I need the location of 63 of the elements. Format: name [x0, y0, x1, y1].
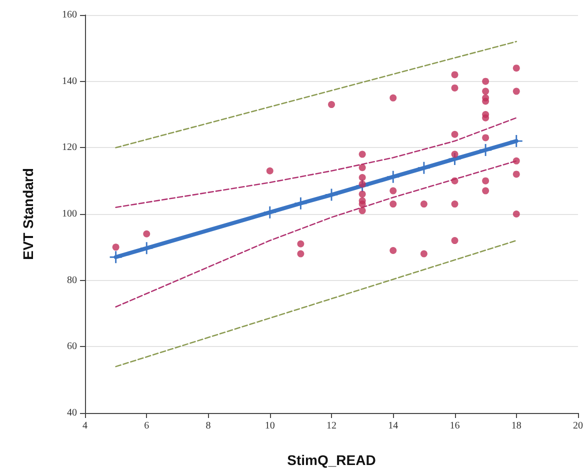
- x-tick-label: 4: [82, 420, 88, 432]
- x-tick-label: 10: [264, 420, 275, 432]
- point: [512, 157, 520, 164]
- point: [482, 98, 490, 105]
- point: [451, 71, 458, 78]
- point: [112, 244, 120, 251]
- point: [358, 150, 366, 158]
- line-series: [115, 117, 518, 208]
- point: [358, 200, 366, 208]
- point: [390, 246, 397, 254]
- point: [140, 242, 153, 254]
- point: [451, 200, 458, 208]
- point: [110, 251, 122, 264]
- point: [482, 177, 490, 184]
- point: [512, 170, 520, 178]
- x-tick-label: 20: [573, 420, 583, 432]
- x-tick-label: 12: [326, 420, 336, 432]
- point: [420, 250, 428, 258]
- point: [418, 162, 430, 174]
- point: [451, 237, 458, 244]
- point: [512, 88, 520, 95]
- point: [358, 190, 366, 198]
- point: [328, 101, 335, 108]
- point: [264, 206, 276, 218]
- point: [358, 164, 366, 172]
- y-tick-label: 100: [62, 208, 77, 220]
- point: [390, 200, 397, 208]
- point: [143, 230, 150, 238]
- point: [390, 94, 397, 102]
- point: [266, 167, 274, 174]
- point: [482, 134, 490, 142]
- y-tick-label: 140: [62, 76, 77, 87]
- point: [482, 78, 490, 85]
- point: [390, 187, 397, 194]
- point: [482, 88, 490, 95]
- point: [294, 197, 307, 210]
- x-tick-label: 8: [206, 420, 211, 432]
- point: [482, 187, 490, 194]
- point: [512, 64, 520, 72]
- point: [482, 114, 490, 122]
- x-tick-label: 6: [144, 420, 150, 432]
- point: [387, 170, 400, 183]
- y-tick-label: 80: [67, 274, 77, 286]
- point: [297, 250, 304, 258]
- y-tick-label: 160: [62, 10, 77, 20]
- x-axis-title: StimQ_READ: [287, 452, 376, 468]
- x-tick-label: 18: [511, 420, 522, 432]
- point: [512, 210, 520, 218]
- point: [451, 130, 458, 138]
- point: [451, 150, 458, 158]
- y-tick-label: 40: [67, 408, 77, 418]
- point: [451, 84, 458, 92]
- y-tick-label: 60: [67, 341, 77, 352]
- point: [510, 135, 522, 148]
- x-tick-label: 16: [450, 420, 460, 432]
- y-tick-label: 120: [62, 142, 77, 154]
- point: [297, 240, 304, 248]
- point: [358, 207, 366, 214]
- point: [420, 200, 428, 208]
- point: [451, 177, 458, 184]
- x-tick-label: 14: [388, 420, 398, 432]
- point: [358, 174, 366, 182]
- y-axis-title: EVT Standard: [20, 168, 36, 260]
